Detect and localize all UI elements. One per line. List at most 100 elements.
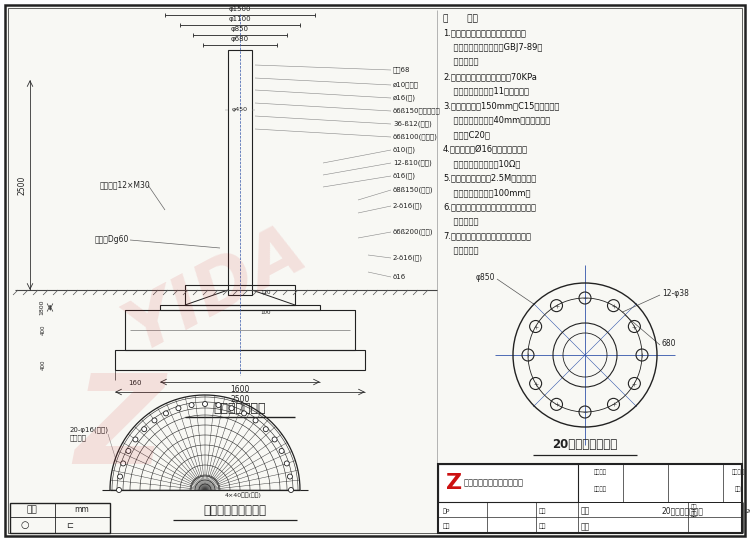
Text: ö10(环): ö10(环) <box>393 147 416 153</box>
Text: 4.两根接地线Ø16与地脚螺栓应焊: 4.两根接地线Ø16与地脚螺栓应焊 <box>443 144 528 154</box>
Text: ö16(环): ö16(环) <box>393 173 416 179</box>
Text: 标准设计。: 标准设计。 <box>443 57 478 67</box>
Text: 名称: 名称 <box>581 522 590 531</box>
Text: 主任: 主任 <box>539 508 547 514</box>
Text: 2-ö16(环): 2-ö16(环) <box>393 203 423 209</box>
Text: 36-ß12(竖向): 36-ß12(竖向) <box>393 121 432 127</box>
Text: 电缆管Dg60: 电缆管Dg60 <box>95 235 129 245</box>
Text: 12-ß10(竖向): 12-ß10(竖向) <box>393 160 432 166</box>
Text: 100: 100 <box>260 311 271 315</box>
Circle shape <box>253 418 258 423</box>
Text: 上下配筋: 上下配筋 <box>70 435 87 441</box>
Text: 12-φ38: 12-φ38 <box>662 288 688 298</box>
Bar <box>438 464 578 502</box>
Text: 1.本基础为钉筋混凝土结构；按《建: 1.本基础为钉筋混凝土结构；按《建 <box>443 29 526 37</box>
Circle shape <box>126 448 130 453</box>
Bar <box>125 310 355 350</box>
Text: 6.本图纸未详尽事宜参照国家有关规定，: 6.本图纸未详尽事宜参照国家有关规定， <box>443 202 536 212</box>
Circle shape <box>121 461 126 466</box>
Text: 110: 110 <box>260 291 271 295</box>
Text: 设计审核: 设计审核 <box>731 469 745 474</box>
Text: ○: ○ <box>21 520 29 530</box>
Text: 2500: 2500 <box>230 394 250 404</box>
Circle shape <box>142 427 147 432</box>
Text: 和最大风力不超过11级的地区；: 和最大风力不超过11级的地区； <box>443 87 529 96</box>
Circle shape <box>176 406 181 411</box>
Text: 680: 680 <box>662 339 676 347</box>
Text: ø10（环）: ø10（环） <box>393 82 419 88</box>
Text: 4×40底板(两层): 4×40底板(两层) <box>225 492 262 498</box>
Text: 图纸: 图纸 <box>581 506 590 516</box>
Text: 标准执行。: 标准执行。 <box>443 217 478 226</box>
Circle shape <box>272 437 277 442</box>
Text: 地基横面钉筋结构图: 地基横面钉筋结构图 <box>203 504 266 517</box>
Bar <box>438 464 742 533</box>
Text: 核对: 核对 <box>443 524 451 529</box>
Text: 2-ö16(环): 2-ö16(环) <box>393 255 423 261</box>
Text: 2020年: 2020年 <box>746 508 750 514</box>
Text: 2.本基础适用于地基强度値）70KPa: 2.本基础适用于地基强度値）70KPa <box>443 72 537 81</box>
Text: φ680: φ680 <box>231 36 249 42</box>
Bar <box>115 350 365 370</box>
Text: 东莎七度照明科技有限公司: 东莎七度照明科技有限公司 <box>464 478 524 487</box>
Circle shape <box>202 401 208 406</box>
Text: ⊏: ⊏ <box>67 520 74 530</box>
Text: φ450: φ450 <box>232 108 248 113</box>
Text: 说      明：: 说 明： <box>443 14 478 23</box>
Text: 5.本基础埋设深度为2.5M，基础顶面: 5.本基础埋设深度为2.5M，基础顶面 <box>443 174 536 182</box>
Text: ø16(环): ø16(环) <box>393 95 416 101</box>
Text: 平，接地电阶应小于10Ω；: 平，接地电阶应小于10Ω； <box>443 159 520 168</box>
Text: φ850: φ850 <box>231 26 249 32</box>
Bar <box>10 503 110 533</box>
Bar <box>578 464 742 502</box>
Text: ö6ß200(笍筋): ö6ß200(笍筋) <box>393 229 433 235</box>
Circle shape <box>287 474 292 479</box>
Text: 20米高杆灯法兰图: 20米高杆灯法兰图 <box>552 439 618 452</box>
Text: 1800: 1800 <box>40 300 44 315</box>
Text: 审定: 审定 <box>539 524 547 529</box>
Text: 等级为C20；: 等级为C20； <box>443 130 490 139</box>
Text: 3.本基础垫层为150mm厜C15素混凝土，: 3.本基础垫层为150mm厜C15素混凝土， <box>443 101 560 110</box>
Text: 数量: 数量 <box>735 486 741 492</box>
Text: 鐵板68: 鐵板68 <box>393 67 410 73</box>
Text: mm: mm <box>74 505 89 514</box>
Circle shape <box>279 448 284 453</box>
Text: 单位: 单位 <box>27 505 38 514</box>
Text: 筑地基基础设计规范》GBJ7-89等: 筑地基基础设计规范》GBJ7-89等 <box>443 43 542 52</box>
Text: ö6ß100(螺旋筋): ö6ß100(螺旋筋) <box>393 134 438 140</box>
Text: 7.本基础应征得当地建设部门认可后，: 7.本基础应征得当地建设部门认可后， <box>443 232 531 241</box>
Text: 审P: 审P <box>443 508 450 514</box>
Circle shape <box>263 427 268 432</box>
Text: 钉筋保护层厚度为40mm，混凝土强度: 钉筋保护层厚度为40mm，混凝土强度 <box>443 115 550 124</box>
Text: 400: 400 <box>40 325 46 335</box>
Text: 图纸
日期: 图纸 日期 <box>691 505 698 517</box>
Text: φ850: φ850 <box>476 274 495 282</box>
Circle shape <box>229 406 234 411</box>
Bar <box>185 285 295 305</box>
Text: 2500: 2500 <box>17 175 26 195</box>
Text: YIDA: YIDA <box>112 214 317 366</box>
Text: Z: Z <box>75 370 165 491</box>
Circle shape <box>133 437 138 442</box>
Text: Z: Z <box>446 473 462 493</box>
Text: φ1500: φ1500 <box>229 6 251 12</box>
Text: 20米高杆灯基础图: 20米高杆灯基础图 <box>661 506 703 516</box>
Text: 方能施工。: 方能施工。 <box>443 246 478 255</box>
Circle shape <box>189 403 194 407</box>
Circle shape <box>116 487 122 492</box>
Bar <box>160 305 320 310</box>
Circle shape <box>284 461 290 466</box>
Circle shape <box>164 411 169 416</box>
Text: 160: 160 <box>128 380 142 386</box>
Bar <box>228 50 252 295</box>
Text: 20-φ16(竖向): 20-φ16(竖向) <box>70 427 109 433</box>
Text: 1600: 1600 <box>230 385 250 393</box>
Text: φ1100: φ1100 <box>229 16 251 22</box>
Circle shape <box>216 403 221 407</box>
Text: 工程名称: 工程名称 <box>594 486 607 492</box>
Circle shape <box>118 474 122 479</box>
Circle shape <box>152 418 157 423</box>
Text: 地基基础立面图: 地基基础立面图 <box>214 401 266 414</box>
Text: 400: 400 <box>40 360 46 370</box>
Text: 应高出回填土表面100mm；: 应高出回填土表面100mm； <box>443 188 530 197</box>
